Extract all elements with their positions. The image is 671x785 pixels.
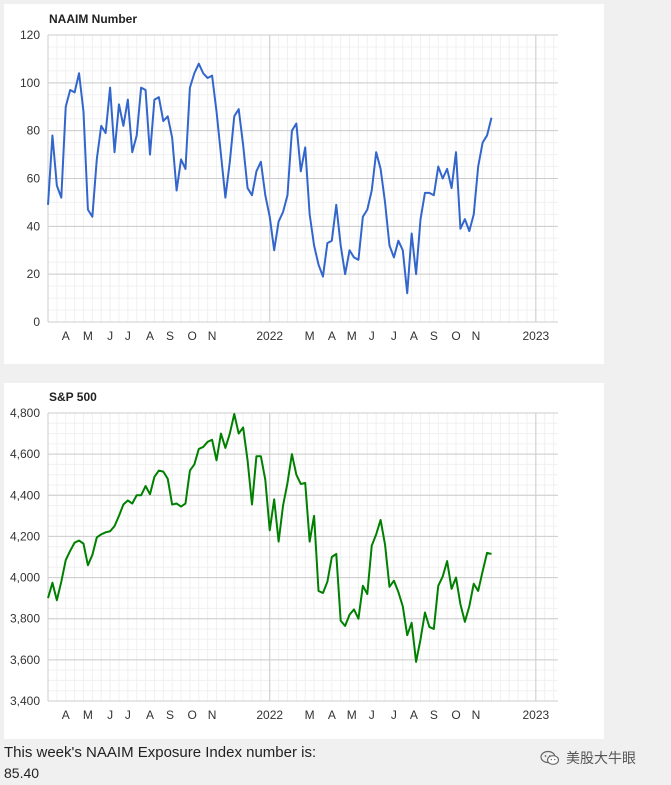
gridlines (47, 34, 558, 323)
x-tick-label: J (125, 708, 131, 722)
x-tick-label: A (62, 329, 70, 343)
x-tick-label: O (451, 329, 460, 343)
x-tick-label: J (125, 329, 131, 343)
x-tick-label: 2023 (522, 708, 549, 722)
x-tick-label: M (83, 708, 93, 722)
x-tick-label: M (83, 329, 93, 343)
x-tick-label: 2023 (522, 329, 549, 343)
x-tick-label: A (62, 708, 70, 722)
y-tick-label: 4,000 (10, 571, 40, 585)
x-tick-label: A (410, 708, 418, 722)
x-tick-label: J (391, 329, 397, 343)
x-tick-label: S (430, 708, 438, 722)
series-line (47, 62, 493, 295)
x-tick-label: O (451, 708, 460, 722)
x-tick-label: N (208, 708, 217, 722)
y-tick-label: 0 (33, 315, 40, 329)
x-tick-label: N (472, 329, 481, 343)
x-tick-label: A (328, 329, 336, 343)
watermark: 美股大牛眼 (540, 748, 668, 768)
x-tick-label: A (328, 708, 336, 722)
naaim-chart-panel: NAAIM Number 0 20 40 60 80 100 120 A M J J A S O N 2022… (4, 4, 604, 364)
y-tick-label: 80 (27, 124, 41, 138)
naaim-caption: This week's NAAIM Exposure Index number … (4, 744, 317, 761)
y-tick-label: 20 (27, 267, 41, 281)
y-tick-label: 4,200 (10, 529, 40, 543)
x-tick-label: J (369, 708, 375, 722)
y-tick-label: 4,400 (10, 488, 40, 502)
x-tick-label: O (187, 708, 196, 722)
naaim-value: 85.40 (4, 765, 40, 781)
x-tick-label: S (166, 708, 174, 722)
spx-chart: S&P 500 3,400 3,600 3,800 4,000 4,200 4,400 4,… (10, 390, 558, 722)
gridlines (47, 412, 558, 702)
x-tick-label: O (187, 329, 196, 343)
x-tick-label: S (166, 329, 174, 343)
y-tick-label: 3,800 (10, 612, 40, 626)
y-tick-label: 60 (27, 172, 41, 186)
chart-title: NAAIM Number (49, 12, 137, 26)
x-tick-label: M (347, 708, 357, 722)
spx-chart-panel: S&P 500 3,400 3,600 3,800 4,000 4,200 4,400 4,… (4, 383, 604, 739)
x-tick-label: M (305, 708, 315, 722)
y-tick-label: 3,600 (10, 653, 40, 667)
y-tick-label: 100 (20, 76, 40, 90)
x-tick-label: A (410, 329, 418, 343)
x-tick-label: M (347, 329, 357, 343)
x-tick-label: J (107, 708, 113, 722)
watermark-text: 美股大牛眼 (566, 750, 636, 766)
x-tick-label: S (430, 329, 438, 343)
x-tick-label: N (208, 329, 217, 343)
x-tick-label: J (369, 329, 375, 343)
x-tick-label: N (472, 708, 481, 722)
y-tick-label: 40 (27, 219, 41, 233)
y-tick-label: 4,800 (10, 406, 40, 420)
y-tick-label: 4,600 (10, 447, 40, 461)
x-tick-label: J (107, 329, 113, 343)
x-tick-label: 2022 (256, 708, 283, 722)
x-tick-label: A (146, 708, 154, 722)
series-line (47, 413, 492, 663)
chart-title: S&P 500 (49, 390, 97, 404)
x-tick-label: A (146, 329, 154, 343)
x-tick-label: M (305, 329, 315, 343)
x-tick-label: J (391, 708, 397, 722)
x-tick-label: 2022 (256, 329, 283, 343)
y-tick-label: 120 (20, 28, 40, 42)
y-tick-label: 3,400 (10, 694, 40, 708)
wechat-icon (540, 750, 560, 765)
